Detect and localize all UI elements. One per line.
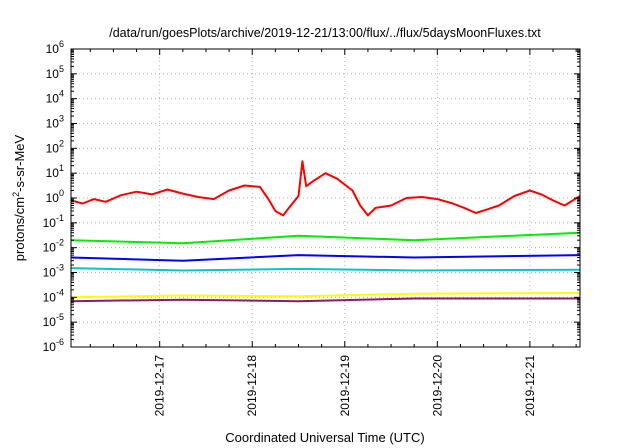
y-tick-label-exp: -3 (56, 263, 64, 273)
x-tick-label: 2019-12-21 (523, 355, 537, 417)
y-axis-title-sup: 2 (11, 192, 21, 197)
x-tick-label: 2019-12-20 (430, 355, 444, 417)
y-tick-label: 100 (46, 188, 64, 205)
y-tick-label: 104 (46, 89, 64, 106)
y-tick-label-exp: -6 (56, 337, 64, 347)
y-tick-label-exp: 6 (59, 39, 64, 49)
x-tick-label: 2019-12-19 (338, 355, 352, 417)
y-axis-title: protons/cm2-s-sr-MeV (11, 134, 27, 261)
grid (71, 49, 580, 347)
y-axis-title-pre: protons/cm (12, 197, 27, 261)
y-tick-label: 10-5 (43, 312, 64, 329)
y-tick-label: 10-2 (43, 238, 64, 255)
y-axis: 10-610-510-410-310-210-11001011021031041… (43, 39, 580, 354)
series-line-2 (70, 254, 581, 262)
x-tick-label: 2019-12-17 (153, 355, 167, 417)
y-tick-label-exp: -4 (56, 287, 64, 297)
y-tick-label: 10-1 (43, 213, 64, 230)
y-tick-label: 10-3 (43, 263, 64, 280)
series-line-1 (70, 231, 581, 245)
series-line-4 (70, 292, 581, 299)
y-tick-label-exp: 3 (59, 114, 64, 124)
y-tick-label-base: 10 (43, 340, 57, 354)
series-line-5 (70, 297, 580, 303)
y-tick-label: 10-6 (43, 337, 64, 354)
y-tick-label: 102 (46, 138, 64, 155)
x-axis: 2019-12-17 2019-12-18 2019-12-19 2019-12-20… (89, 49, 577, 417)
y-tick-label: 10-4 (43, 287, 64, 304)
y-tick-label: 105 (46, 64, 64, 81)
y-tick-label-base: 10 (43, 216, 57, 230)
y-tick-label-base: 10 (46, 166, 60, 180)
y-tick-label: 101 (46, 163, 64, 180)
x-tick-label: 2019-12-18 (245, 355, 259, 417)
y-tick-label-base: 10 (46, 141, 60, 155)
y-tick-label-base: 10 (46, 117, 60, 131)
y-tick-label-base: 10 (43, 290, 57, 304)
y-tick-label-exp: 0 (59, 188, 64, 198)
y-tick-label-exp: -5 (56, 312, 64, 322)
y-tick-label-base: 10 (46, 67, 60, 81)
series-line-3 (70, 267, 581, 272)
y-tick-label-exp: -2 (56, 238, 64, 248)
y-tick-label-exp: 1 (59, 163, 64, 173)
series-group (70, 160, 581, 303)
chart-title: /data/run/goesPlots/archive/2019-12-21/1… (109, 26, 541, 40)
y-tick-label-exp: 4 (59, 89, 64, 99)
y-tick-label-base: 10 (46, 92, 60, 106)
y-tick-label-base: 10 (43, 266, 57, 280)
y-tick-label-exp: -1 (56, 213, 64, 223)
series-line-0 (70, 160, 581, 217)
y-tick-label-base: 10 (46, 42, 60, 56)
y-tick-label-exp: 2 (59, 138, 64, 148)
y-tick-label-base: 10 (43, 315, 57, 329)
y-tick-label-base: 10 (46, 191, 60, 205)
y-tick-label-base: 10 (43, 241, 57, 255)
y-tick-label: 103 (46, 114, 64, 131)
y-axis-title-post: -s-sr-MeV (12, 134, 27, 191)
x-axis-title: Coordinated Universal Time (UTC) (225, 430, 424, 445)
y-tick-label-exp: 5 (59, 64, 64, 74)
y-tick-label: 106 (46, 39, 64, 56)
